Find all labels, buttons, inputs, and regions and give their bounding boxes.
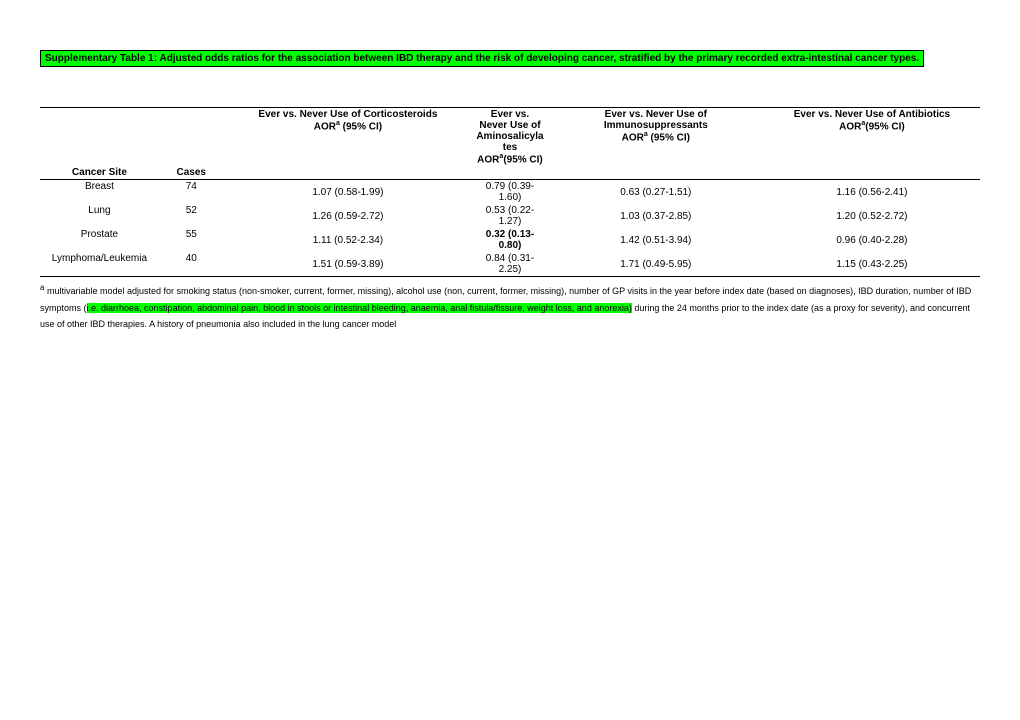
- header-cases: Cases: [159, 166, 224, 180]
- footnote-highlight: i.e. diarrhoea, constipation, abdominal …: [87, 303, 632, 313]
- cell-cortico: 1.26 (0.59-2.72): [224, 204, 473, 228]
- cell-cases: 55: [159, 228, 224, 252]
- cell-amino: 0.53 (0.22-1.27): [472, 204, 548, 228]
- cell-immuno: 1.42 (0.51-3.94): [548, 228, 764, 252]
- cell-amino: 0.79 (0.39-1.60): [472, 180, 548, 205]
- data-table: Ever vs. Never Use of Corticosteroids AO…: [40, 107, 980, 277]
- table-row: Breast741.07 (0.58-1.99)0.79 (0.39-1.60)…: [40, 180, 980, 205]
- table-row: Prostate551.11 (0.52-2.34)0.32 (0.13-0.8…: [40, 228, 980, 252]
- cell-cases: 52: [159, 204, 224, 228]
- cell-antibio: 0.96 (0.40-2.28): [764, 228, 980, 252]
- cell-antibio: 1.20 (0.52-2.72): [764, 204, 980, 228]
- cell-cases: 40: [159, 252, 224, 277]
- header-amino: Ever vs. Never Use of Aminosalicylates A…: [472, 108, 548, 167]
- header-cortico: Ever vs. Never Use of Corticosteroids AO…: [224, 108, 473, 167]
- footnote: a multivariable model adjusted for smoki…: [40, 281, 980, 332]
- table-body: Breast741.07 (0.58-1.99)0.79 (0.39-1.60)…: [40, 180, 980, 277]
- cell-antibio: 1.16 (0.56-2.41): [764, 180, 980, 205]
- cell-antibio: 1.15 (0.43-2.25): [764, 252, 980, 277]
- title-text: Supplementary Table 1: Adjusted odds rat…: [40, 50, 924, 67]
- cell-immuno: 1.03 (0.37-2.85): [548, 204, 764, 228]
- cell-cases: 74: [159, 180, 224, 205]
- header-antibio: Ever vs. Never Use of Antibiotics AORa(9…: [764, 108, 980, 167]
- cell-site: Lung: [40, 204, 159, 228]
- cell-site: Prostate: [40, 228, 159, 252]
- table-title: Supplementary Table 1: Adjusted odds rat…: [40, 50, 980, 67]
- cell-cortico: 1.11 (0.52-2.34): [224, 228, 473, 252]
- header-site: Cancer Site: [40, 166, 159, 180]
- cell-amino: 0.32 (0.13-0.80): [472, 228, 548, 252]
- cell-immuno: 0.63 (0.27-1.51): [548, 180, 764, 205]
- cell-amino: 0.84 (0.31-2.25): [472, 252, 548, 277]
- cell-cortico: 1.51 (0.59-3.89): [224, 252, 473, 277]
- cell-site: Lymphoma/Leukemia: [40, 252, 159, 277]
- cell-cortico: 1.07 (0.58-1.99): [224, 180, 473, 205]
- header-immuno: Ever vs. Never Use of Immunosuppressants…: [548, 108, 764, 167]
- table-row: Lymphoma/Leukemia401.51 (0.59-3.89)0.84 …: [40, 252, 980, 277]
- cell-site: Breast: [40, 180, 159, 205]
- table-row: Lung521.26 (0.59-2.72)0.53 (0.22-1.27)1.…: [40, 204, 980, 228]
- cell-immuno: 1.71 (0.49-5.95): [548, 252, 764, 277]
